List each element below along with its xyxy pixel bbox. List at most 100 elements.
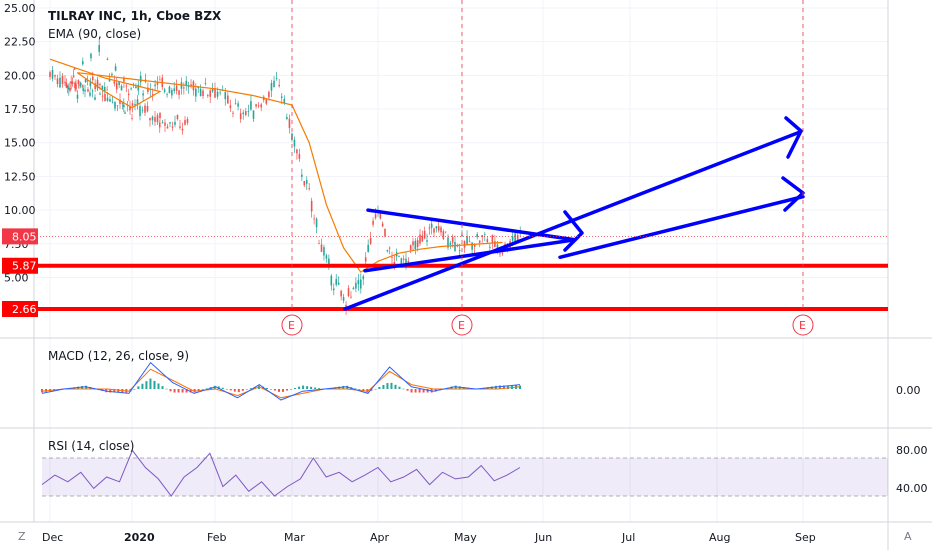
macd-histogram-bar xyxy=(318,388,321,389)
candle-body xyxy=(77,80,80,85)
candle-body xyxy=(187,86,190,88)
macd-histogram-bar xyxy=(277,389,280,392)
candle-body xyxy=(139,106,141,116)
candle-body xyxy=(137,84,140,91)
candle-body xyxy=(104,93,106,102)
candle-body xyxy=(75,83,77,90)
candle-body xyxy=(232,112,234,114)
macd-histogram-bar xyxy=(422,389,425,393)
candle-body xyxy=(64,81,66,83)
macd-panel[interactable] xyxy=(41,361,521,401)
time-axis[interactable]: Dec 2020 Feb Mar Apr May Jun Jul Aug Sep xyxy=(42,531,816,544)
zoom-icon[interactable]: Z xyxy=(18,530,26,543)
candle-body xyxy=(449,242,452,245)
candle-body xyxy=(124,112,126,114)
candle-body xyxy=(268,91,270,98)
candle-body xyxy=(280,96,283,98)
candle-body xyxy=(265,98,268,104)
candle-body xyxy=(131,103,134,106)
candle-body xyxy=(332,288,335,291)
candle-body xyxy=(388,247,391,249)
auto-scale-icon[interactable]: A xyxy=(904,530,912,543)
rsi-40-label: 40.00 xyxy=(896,482,928,495)
macd-histogram-bar xyxy=(414,389,417,393)
candle-body xyxy=(185,80,188,86)
macd-histogram-bar xyxy=(269,389,272,390)
candle-body xyxy=(435,226,438,229)
trendline[interactable] xyxy=(558,194,805,260)
macd-zero-label: 0.00 xyxy=(896,384,921,397)
candle-body xyxy=(89,92,91,96)
earnings-marker[interactable] xyxy=(792,314,814,336)
earnings-marker[interactable] xyxy=(281,314,303,336)
macd-histogram-bar xyxy=(169,389,172,392)
earnings-marker[interactable] xyxy=(451,314,473,336)
candle-body xyxy=(173,88,176,91)
candle-body xyxy=(242,112,245,115)
candle-body xyxy=(180,82,183,89)
macd-histogram-bar xyxy=(173,389,176,393)
candle-body xyxy=(211,88,214,92)
macd-histogram-bar xyxy=(374,388,377,390)
candle-body xyxy=(325,255,328,259)
candle-body xyxy=(71,81,74,85)
price-panel[interactable] xyxy=(34,39,888,315)
candle-body xyxy=(171,90,173,96)
candle-body xyxy=(468,241,471,243)
candle-body xyxy=(216,91,219,97)
candle-body xyxy=(56,78,59,84)
candle-body xyxy=(433,228,435,233)
earnings-marker-label: E xyxy=(799,319,806,332)
macd-legend: MACD (12, 26, close, 9) xyxy=(48,349,189,363)
candle-body xyxy=(234,103,237,105)
candle-body xyxy=(54,75,56,77)
price-axis[interactable]: 25.0022.5020.0017.5015.0012.5010.007.505… xyxy=(4,2,36,284)
candle-body xyxy=(135,86,137,89)
macd-histogram-bar xyxy=(418,389,421,393)
trendline[interactable] xyxy=(363,237,577,273)
macd-histogram-bar xyxy=(133,388,136,390)
macd-histogram-bar xyxy=(153,380,156,389)
candle-body xyxy=(398,255,400,257)
macd-histogram-bar xyxy=(145,381,148,389)
candle-body xyxy=(101,85,104,90)
trendline-drawings[interactable] xyxy=(343,116,805,311)
candle-body xyxy=(463,240,466,248)
price-badge-label: 8.05 xyxy=(12,230,37,243)
macd-histogram-bar xyxy=(149,378,152,389)
rsi-panel[interactable] xyxy=(41,449,888,497)
candle-body xyxy=(270,83,273,91)
candle-body xyxy=(372,220,374,225)
candle-body xyxy=(489,246,491,248)
candle-body xyxy=(400,258,403,268)
candle-body xyxy=(458,250,461,252)
candle-body xyxy=(69,87,71,91)
candle-body xyxy=(109,99,111,102)
candle-body xyxy=(315,218,318,228)
price-badge xyxy=(2,228,38,245)
candle-body xyxy=(369,237,372,244)
macd-histogram-bar xyxy=(181,389,184,393)
candle-body xyxy=(106,89,108,91)
candle-body xyxy=(176,114,179,120)
macd-histogram-bar xyxy=(378,386,381,389)
candle-body xyxy=(146,105,149,112)
macd-histogram-bar xyxy=(197,389,200,392)
candle-body xyxy=(202,90,204,96)
candle-body xyxy=(227,95,229,104)
candle-body xyxy=(430,223,433,228)
candle-body xyxy=(156,115,159,123)
candle-body xyxy=(283,98,286,104)
candle-body xyxy=(471,242,473,250)
macd-histogram-bar xyxy=(205,388,208,390)
candle-body xyxy=(159,79,161,81)
candle-body xyxy=(252,110,255,119)
candle-body xyxy=(278,84,280,87)
candle-body xyxy=(260,104,262,108)
candle-body xyxy=(175,85,178,91)
time-axis-tick: Dec xyxy=(42,531,63,544)
time-axis-tick: Jun xyxy=(534,531,552,544)
candle-body xyxy=(134,104,136,105)
